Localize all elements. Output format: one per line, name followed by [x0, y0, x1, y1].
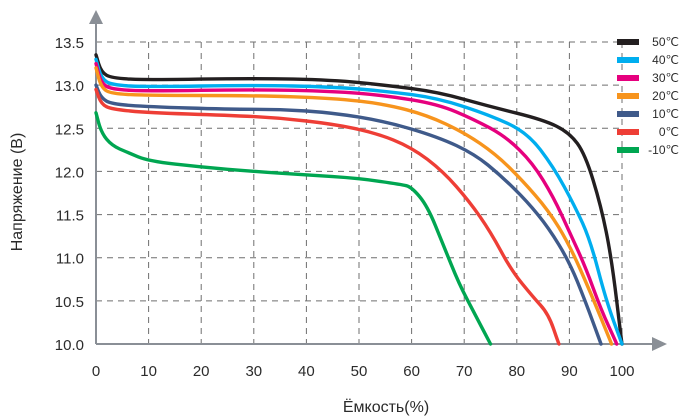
series-line-4 — [94, 83, 603, 346]
legend-swatch-3 — [617, 93, 639, 99]
x-tick-label: 90 — [561, 363, 578, 380]
y-tick-label: 10.0 — [55, 337, 84, 354]
x-tick-label: 50 — [351, 363, 368, 380]
legend-swatch-1 — [617, 57, 639, 63]
legend-label-0: 50℃ — [652, 35, 679, 49]
legend-label-1: 40℃ — [652, 53, 679, 67]
y-tick-label: 13.5 — [55, 35, 84, 52]
legend-swatch-2 — [617, 75, 639, 81]
series-line-3 — [94, 66, 614, 346]
series-line-0 — [94, 53, 624, 346]
y-tick-label: 11.5 — [56, 208, 84, 225]
legend-label-5: 0℃ — [659, 125, 679, 139]
x-tick-label: 10 — [140, 363, 157, 380]
legend-label-3: 20℃ — [652, 89, 679, 103]
legend-label-2: 30℃ — [652, 71, 679, 85]
y-tick-label: 11.0 — [56, 251, 84, 268]
legend-swatch-0 — [617, 39, 639, 45]
series-line-5 — [94, 87, 561, 346]
y-tick-label: 10.5 — [55, 294, 84, 311]
x-tick-labels: 0 10 20 30 40 50 60 70 80 90 100 — [92, 363, 635, 380]
x-tick-label: 100 — [609, 363, 634, 380]
x-tick-label: 0 — [92, 363, 100, 380]
y-axis-title: Напряжение (В) — [9, 133, 26, 252]
x-tick-label: 30 — [245, 363, 262, 380]
series-group — [94, 53, 624, 346]
y-tick-label: 13.0 — [55, 78, 84, 95]
series-line-6 — [94, 111, 493, 346]
legend-swatch-4 — [617, 111, 639, 117]
legend-label-6: -10℃ — [648, 143, 679, 157]
x-tick-label: 70 — [456, 363, 473, 380]
x-axis-title: Ёмкость(%) — [343, 398, 429, 416]
y-axis-arrow — [89, 10, 103, 24]
series-line-1 — [94, 57, 624, 346]
x-tick-label: 60 — [403, 363, 420, 380]
x-tick-label: 80 — [508, 363, 525, 380]
legend-swatch-6 — [617, 147, 639, 153]
y-tick-label: 12.0 — [55, 164, 84, 181]
legend-swatch-5 — [617, 129, 639, 135]
x-tick-label: 40 — [298, 363, 315, 380]
x-axis-arrow — [652, 337, 667, 351]
y-tick-label: 12.5 — [55, 121, 84, 138]
series-line-2 — [94, 61, 619, 346]
x-tick-label: 20 — [193, 363, 210, 380]
legend-label-4: 10℃ — [652, 107, 679, 121]
legend: 50℃ 40℃ 30℃ 20℃ 10℃ 0℃ -10℃ — [617, 35, 679, 157]
y-tick-labels: 10.0 10.5 11.0 11.5 12.0 12.5 13.0 13.5 — [55, 35, 84, 354]
